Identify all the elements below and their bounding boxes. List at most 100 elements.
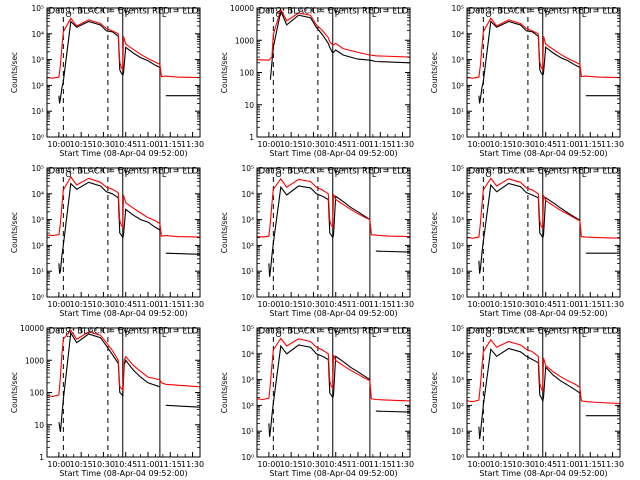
series-events-line [478,20,620,104]
marker-flag: P [125,170,130,179]
y-tick-label: 10² [31,81,44,90]
y-axis-label: Counts/sec [430,212,439,253]
x-tick-label: 11:00 [556,140,579,149]
series-events-line [268,185,410,277]
plot-frame [46,167,201,298]
marker-flag: P [335,170,340,179]
y-tick-label: 10⁵ [451,324,464,333]
y-tick-label: 10⁴ [451,350,464,359]
panel-title: Det 7: BLACK = Events, RED = LLD [49,326,199,336]
y-tick-label: 10⁴ [31,30,44,39]
y-tick-label: 10³ [451,216,464,225]
x-tick-label: 10:45 [534,460,557,469]
marker-flag: L [162,330,167,339]
x-tick-label: 10:00 [467,460,490,469]
marker-flag: P [545,10,550,19]
detector-panel-5: O P L 10⁰ 10¹ 10² 10³ 10⁴ 10⁵ 10:00 10:15 10:30 10:4… [220,164,414,318]
x-tick-label: 10:45 [324,140,347,149]
x-axis-label: Start Time (08-Apr-04 09:52:00) [479,309,607,318]
x-tick-label: 11:00 [136,300,159,309]
plot-frame [256,167,411,298]
x-tick-label: 11:30 [601,140,624,149]
y-tick-label: 10³ [241,216,254,225]
y-tick-label: 100 [240,69,255,78]
y-tick-label: 10000 [230,4,254,13]
y-tick-label: 10³ [31,56,44,65]
series-events-line [478,182,620,274]
plot-frame [256,7,411,138]
y-tick-label: 10¹ [241,427,254,436]
x-tick-label: 11:15 [369,300,392,309]
series-lld-line [467,177,620,239]
plot-frame [256,327,411,458]
x-axis-label: Start Time (08-Apr-04 09:52:00) [59,149,187,158]
x-tick-label: 11:15 [159,460,182,469]
x-tick-label: 11:00 [346,460,369,469]
plot-frame [46,7,201,138]
y-tick-label: 10⁴ [451,30,464,39]
marker-flag: O [65,170,71,179]
y-axis-label: Counts/sec [430,372,439,413]
y-tick-label: 10² [451,81,464,90]
y-tick-label: 10⁰ [451,293,464,302]
x-tick-label: 11:30 [181,300,204,309]
series-lld-line [257,8,410,61]
y-tick-label: 10 [244,101,254,110]
series-lld-line [257,177,410,238]
y-tick-label: 10⁰ [241,453,254,462]
y-tick-label: 10⁰ [31,133,44,142]
x-tick-label: 11:30 [391,460,414,469]
y-axis-label: Counts/sec [10,52,19,93]
y-tick-label: 10⁵ [241,324,254,333]
panel-title: Det 8: BLACK = Events, RED = LLD [259,326,409,336]
x-tick-label: 10:15 [280,460,303,469]
panel-title: Det 2: BLACK = Events, RED = LLD [259,6,409,16]
marker-flag: P [335,330,340,339]
x-tick-label: 10:30 [92,300,115,309]
x-tick-label: 11:00 [136,460,159,469]
y-tick-label: 10 [34,421,44,430]
x-tick-label: 10:00 [47,140,70,149]
y-tick-label: 10³ [451,376,464,385]
y-axis-label: Counts/sec [10,212,19,253]
y-tick-label: 10¹ [451,267,464,276]
marker-flag: L [372,330,377,339]
y-tick-label: 10¹ [31,107,44,116]
marker-flag: L [582,10,587,19]
plot-frame [466,7,621,138]
y-tick-label: 1 [39,453,44,462]
y-axis-label: Counts/sec [220,212,229,253]
marker-flag: L [162,10,167,19]
x-tick-label: 10:00 [257,300,280,309]
x-tick-label: 10:30 [512,300,535,309]
x-tick-label: 10:30 [512,140,535,149]
panel-title: Det 1: BLACK = Events, RED = LLD [49,6,199,16]
x-tick-label: 11:30 [391,300,414,309]
series-lld-line [47,17,200,79]
x-tick-label: 10:15 [70,460,93,469]
plot-frame [466,327,621,458]
y-tick-label: 10¹ [451,107,464,116]
series-events-line [269,9,410,80]
y-tick-label: 10² [451,241,464,250]
x-tick-label: 11:15 [159,300,182,309]
x-tick-label: 10:30 [302,140,325,149]
detector-panel-8: O P L 10⁰ 10¹ 10² 10³ 10⁴ 10⁵ 10:00 10:15 10:30 10:4… [220,324,414,478]
x-tick-label: 10:45 [114,300,137,309]
y-tick-label: 10⁵ [31,4,44,13]
x-tick-label: 11:30 [601,300,624,309]
detector-panel-3: O P L 10⁰ 10¹ 10² 10³ 10⁴ 10⁵ 10:00 10:15 10:30 10:4… [430,4,624,158]
y-tick-label: 10000 [20,324,44,333]
x-tick-label: 10:15 [490,140,513,149]
series-events-line [268,344,410,437]
plot-frame [466,167,621,298]
y-tick-label: 10² [241,401,254,410]
x-tick-label: 10:00 [47,460,70,469]
y-tick-label: 10⁵ [241,164,254,173]
plot-frame [46,327,201,458]
x-tick-label: 11:30 [181,140,204,149]
y-tick-label: 10¹ [451,427,464,436]
marker-flag: O [485,10,491,19]
marker-flag: L [372,170,377,179]
